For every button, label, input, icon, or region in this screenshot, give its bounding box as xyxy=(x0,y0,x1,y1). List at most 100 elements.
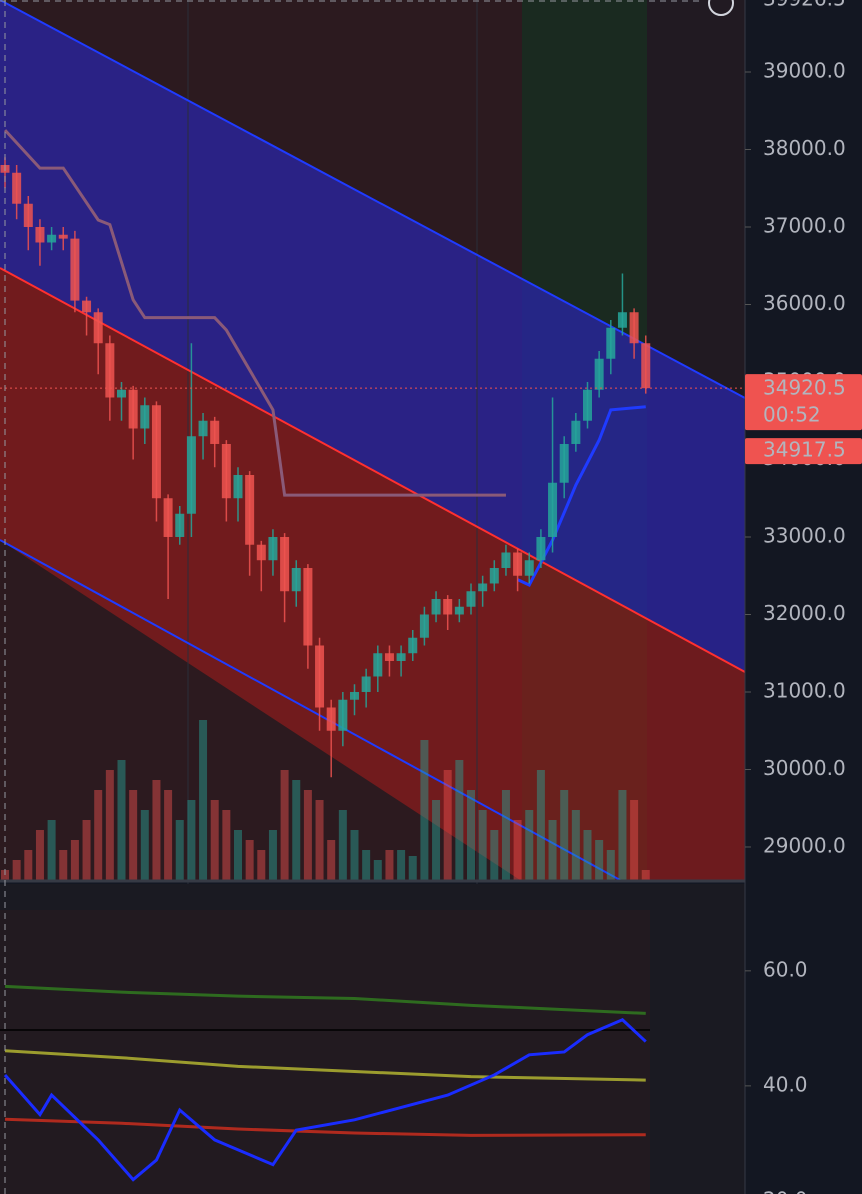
candle-body xyxy=(571,420,581,444)
y-tick-label: 39000.0 xyxy=(763,58,846,82)
volume-bar xyxy=(129,790,138,880)
candle-body xyxy=(233,474,243,499)
candle-body xyxy=(117,389,126,398)
volume-bar xyxy=(513,820,522,880)
candle-body xyxy=(466,591,476,607)
y-tick-label: 36000.0 xyxy=(763,291,846,315)
candle-body xyxy=(606,327,616,359)
volume-bar xyxy=(70,840,79,880)
candle-body xyxy=(443,598,453,615)
volume-bar xyxy=(571,810,580,880)
volume-bar xyxy=(105,770,114,880)
y-tick-label: 60.0 xyxy=(763,957,808,981)
candle-body xyxy=(419,614,429,638)
y-tick-label: 20.0 xyxy=(763,1187,808,1194)
candle-body xyxy=(594,358,604,390)
candle-body xyxy=(583,389,592,421)
channel-fill xyxy=(0,268,745,880)
volume-bar xyxy=(210,800,219,880)
y-tick-label: 33000.0 xyxy=(763,523,846,547)
volume-bar xyxy=(385,850,394,880)
candle-body xyxy=(198,420,208,437)
volume-bar xyxy=(187,800,196,880)
candle-body xyxy=(105,343,115,398)
volume-bar xyxy=(630,800,639,880)
volume-bar xyxy=(94,790,103,880)
volume-bar xyxy=(35,830,44,880)
price-badge xyxy=(745,374,862,431)
candle-body xyxy=(326,707,336,731)
candle-body xyxy=(82,300,92,313)
crosshair-price: 39926.5 xyxy=(763,0,846,11)
channel-line xyxy=(0,267,746,673)
candle-body xyxy=(431,598,441,615)
volume-bar xyxy=(292,780,301,880)
volume-bar xyxy=(222,810,231,880)
candle-body xyxy=(350,691,359,700)
volume-bar xyxy=(362,850,371,880)
candle-body xyxy=(23,203,33,227)
volume-bar xyxy=(536,770,545,880)
candle-body xyxy=(617,312,627,328)
volume-bar xyxy=(443,770,452,880)
volume-bar xyxy=(606,850,615,880)
candle-body xyxy=(513,552,523,576)
volume-bar xyxy=(373,860,382,880)
price-axis xyxy=(745,0,862,1194)
volume-bar xyxy=(583,830,592,880)
bid-price: 34917.5 xyxy=(763,438,846,462)
candle-body xyxy=(524,560,534,576)
add-button[interactable] xyxy=(708,0,734,16)
candle-body xyxy=(128,389,138,429)
candle-body xyxy=(210,420,220,444)
candle-body xyxy=(256,544,266,561)
channel-fill xyxy=(0,0,745,672)
volume-bar xyxy=(234,830,242,880)
candle-body xyxy=(548,482,558,537)
volume-bar xyxy=(245,840,254,880)
volume-bar xyxy=(82,820,91,880)
candle-body xyxy=(315,645,325,708)
overlay-line xyxy=(3,129,506,497)
candle-body xyxy=(70,238,80,301)
volume-bar xyxy=(280,770,289,880)
candle-body xyxy=(186,436,196,514)
volume-bar xyxy=(432,800,441,880)
candle-body xyxy=(163,498,173,537)
y-tick-label: 32000.0 xyxy=(763,601,846,625)
candle-body xyxy=(454,606,464,615)
candle-body xyxy=(303,567,313,646)
candle-body xyxy=(408,637,418,654)
candle-body xyxy=(140,405,150,429)
volume-bar xyxy=(490,830,499,880)
candle-body xyxy=(478,583,488,592)
candle-body xyxy=(536,536,546,561)
volume-bar xyxy=(59,850,68,880)
candle-body xyxy=(175,513,185,537)
volume-bar xyxy=(140,810,149,880)
candle-body xyxy=(280,536,290,592)
y-tick-label: 38000.0 xyxy=(763,136,846,160)
volume-bar xyxy=(327,840,336,880)
candle-body xyxy=(338,699,348,731)
session-zone xyxy=(0,910,650,1194)
volume-bar xyxy=(47,820,56,880)
volume-bar xyxy=(257,850,266,880)
candle-body xyxy=(501,552,511,568)
volume-bar xyxy=(350,830,359,880)
candle-body xyxy=(559,443,569,483)
candle-body xyxy=(291,567,301,592)
candle-body xyxy=(58,234,68,239)
volume-bar xyxy=(117,760,126,880)
volume-bar xyxy=(525,810,534,880)
volume-bar xyxy=(315,800,324,880)
volume-bar xyxy=(548,820,557,880)
volume-bar xyxy=(268,830,277,880)
volume-bar xyxy=(420,740,429,880)
volume-bar xyxy=(641,870,650,880)
candle-body xyxy=(151,405,161,499)
price-badge xyxy=(745,438,862,465)
candle-body xyxy=(93,312,103,344)
candle-body xyxy=(245,474,255,545)
